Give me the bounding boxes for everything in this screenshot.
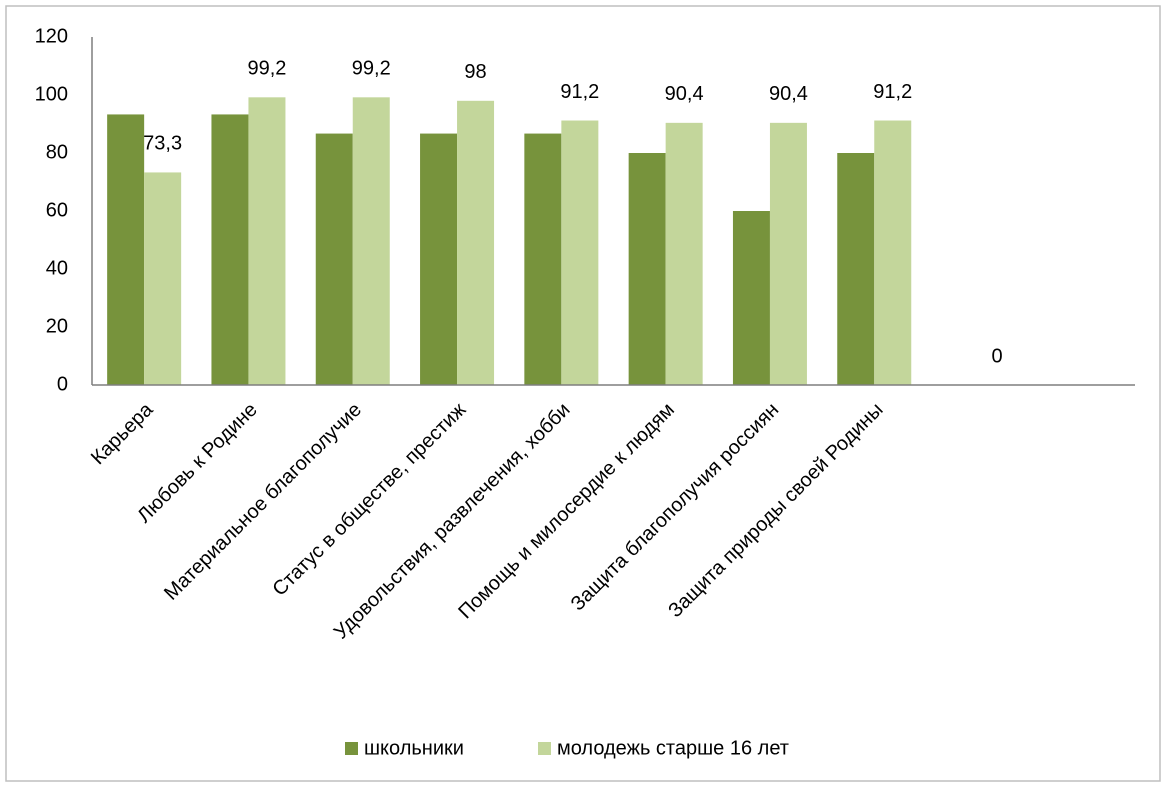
y-tick-label: 120 <box>35 25 68 47</box>
data-label: 90,4 <box>665 83 704 105</box>
bar <box>315 133 353 385</box>
y-tick-label: 60 <box>46 199 68 221</box>
data-label: 99,2 <box>352 58 391 80</box>
bar <box>107 114 145 386</box>
data-label: 91,2 <box>873 81 912 103</box>
bar <box>211 114 249 386</box>
bar <box>628 153 666 385</box>
y-tick-label: 40 <box>46 257 68 279</box>
data-label: 0 <box>991 345 1002 367</box>
bar <box>457 100 495 386</box>
bar <box>874 120 912 386</box>
data-label: 98 <box>464 61 486 83</box>
bar <box>561 120 599 386</box>
data-label: 91,2 <box>560 81 599 103</box>
data-label: 90,4 <box>769 83 808 105</box>
data-label: 73,3 <box>143 133 182 155</box>
legend-label: школьники <box>364 737 464 759</box>
legend-swatch <box>538 742 551 755</box>
y-tick-label: 0 <box>57 373 68 395</box>
legend-label: молодежь старше 16 лет <box>557 737 789 759</box>
bar <box>144 172 182 385</box>
bar <box>352 97 390 385</box>
y-tick-label: 20 <box>46 315 68 337</box>
bar <box>769 122 807 385</box>
data-label: 99,2 <box>247 58 286 80</box>
bar <box>732 211 770 385</box>
y-tick-label: 80 <box>46 141 68 163</box>
bar <box>248 97 286 385</box>
y-tick-label: 100 <box>35 83 68 105</box>
bar <box>420 133 458 385</box>
legend-swatch <box>345 742 358 755</box>
bar <box>665 122 703 385</box>
bar <box>524 133 562 385</box>
bar <box>837 153 875 385</box>
